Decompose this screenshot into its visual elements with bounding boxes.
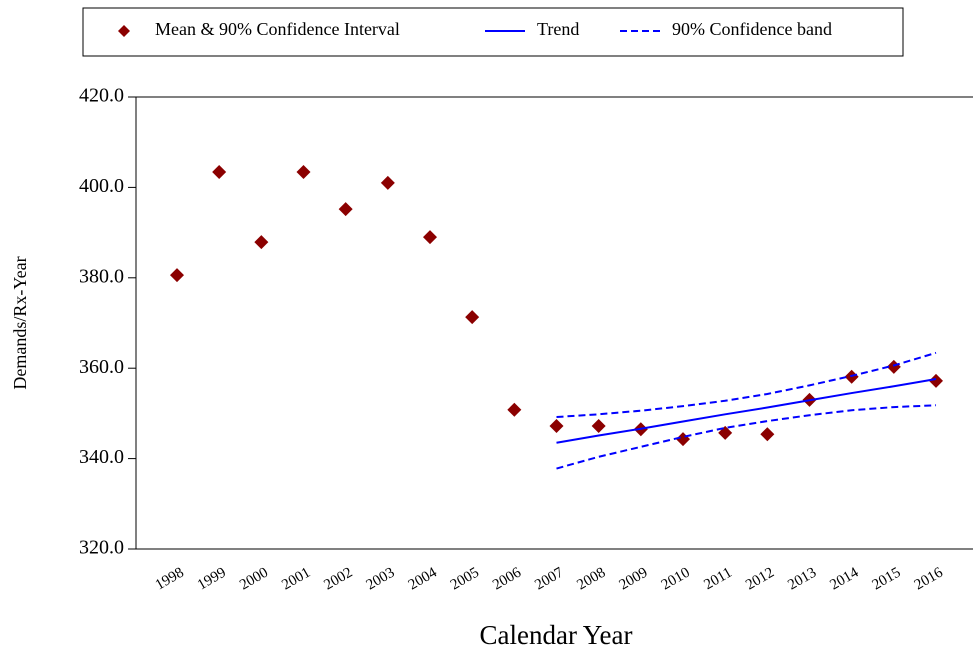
x-tick-label: 2013 — [785, 565, 819, 594]
y-tick-label: 360.0 — [79, 356, 124, 378]
x-tick-label: 2007 — [532, 564, 566, 593]
x-tick-label: 2010 — [659, 565, 693, 594]
x-tick-label: 2009 — [617, 565, 651, 594]
x-tick-label: 2012 — [743, 565, 777, 594]
legend-label: Mean & 90% Confidence Interval — [155, 19, 400, 39]
x-tick-label: 2000 — [237, 565, 271, 594]
y-axis-label: Demands/Rx-Year — [10, 256, 30, 389]
y-tick-label: 340.0 — [79, 446, 124, 468]
data-point — [760, 427, 775, 442]
y-tick-label: 380.0 — [79, 265, 124, 287]
x-tick-label: 2016 — [912, 564, 946, 593]
confidence-band — [556, 404, 937, 470]
x-tick-label: 1999 — [195, 565, 229, 594]
trend-line — [556, 378, 937, 444]
x-tick-label: 2001 — [279, 565, 313, 594]
legend-box — [82, 7, 904, 57]
data-point — [423, 230, 437, 245]
x-tick-label: 1998 — [153, 565, 187, 594]
x-tick-label: 2014 — [827, 564, 861, 593]
data-point — [380, 175, 395, 190]
x-axis-label: Calendar Year — [480, 620, 633, 650]
data-point — [254, 235, 269, 250]
y-tick-label: 320.0 — [79, 537, 124, 559]
data-point — [591, 419, 606, 434]
data-point — [886, 359, 901, 374]
x-tick-label: 2005 — [448, 565, 482, 594]
x-tick-label: 2003 — [364, 565, 398, 594]
legend-marker — [118, 25, 130, 37]
legend-label: Trend — [537, 19, 579, 39]
data-point — [296, 165, 311, 180]
legend-label: 90% Confidence band — [672, 19, 832, 39]
x-tick-label: 2006 — [490, 564, 524, 593]
x-tick-label: 2002 — [321, 565, 355, 594]
confidence-band — [556, 351, 937, 419]
data-point — [549, 419, 564, 434]
data-point — [465, 310, 480, 325]
data-point — [212, 165, 227, 180]
data-point — [929, 373, 943, 388]
x-tick-label: 2015 — [870, 565, 904, 594]
y-tick-label: 400.0 — [79, 175, 124, 197]
x-tick-label: 2008 — [574, 565, 608, 594]
data-point — [170, 268, 184, 283]
y-tick-label: 420.0 — [79, 85, 124, 107]
data-point — [338, 202, 353, 217]
x-tick-label: 2011 — [701, 565, 735, 594]
data-point — [676, 432, 690, 447]
data-point — [507, 402, 522, 417]
x-tick-label: 2004 — [406, 564, 440, 593]
